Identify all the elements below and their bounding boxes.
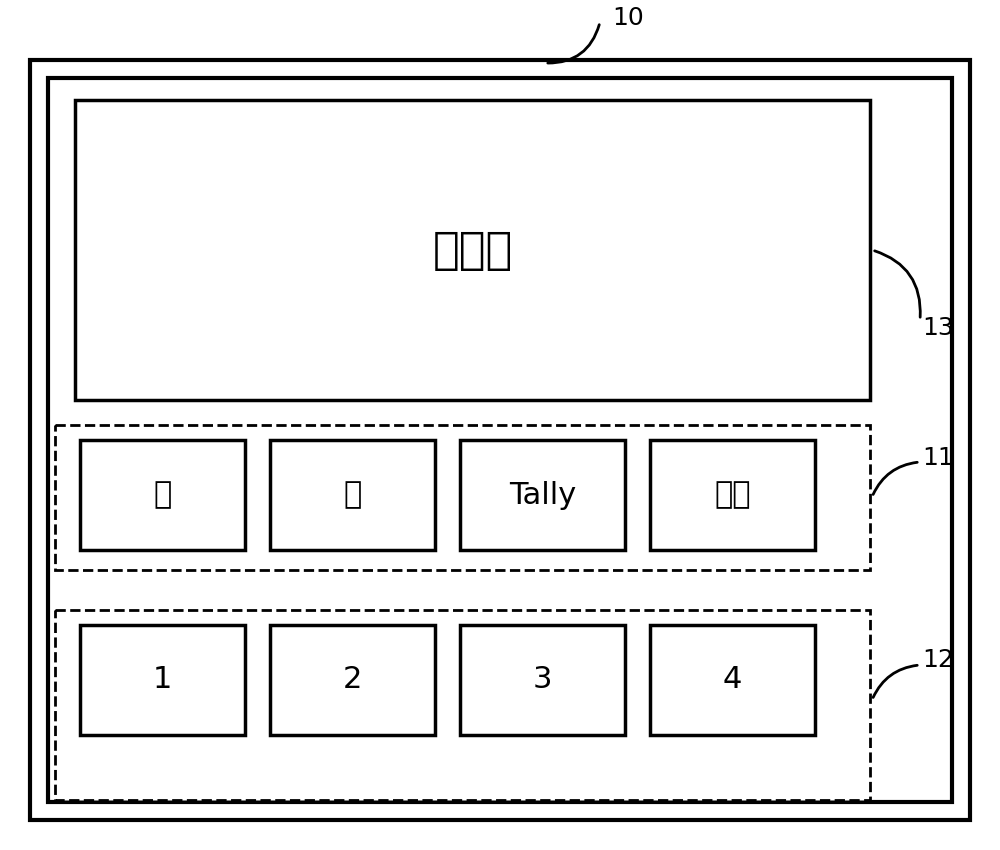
- Text: 显示器: 显示器: [432, 229, 513, 271]
- Text: 13: 13: [922, 316, 954, 340]
- Bar: [30, 60, 970, 820]
- Bar: [48, 78, 952, 802]
- Bar: [80, 440, 245, 550]
- Bar: [270, 625, 435, 735]
- Bar: [75, 100, 870, 400]
- Bar: [270, 440, 435, 550]
- Text: 3: 3: [533, 666, 552, 694]
- Text: 10: 10: [612, 6, 644, 30]
- Text: 听: 听: [153, 480, 172, 509]
- Text: 4: 4: [723, 666, 742, 694]
- Text: 12: 12: [922, 648, 954, 672]
- Bar: [460, 440, 625, 550]
- Text: Tally: Tally: [509, 480, 576, 509]
- Text: 说: 说: [343, 480, 362, 509]
- Bar: [460, 625, 625, 735]
- Text: 1: 1: [153, 666, 172, 694]
- Text: 11: 11: [922, 446, 954, 470]
- Text: 2: 2: [343, 666, 362, 694]
- Bar: [55, 610, 870, 800]
- Bar: [650, 625, 815, 735]
- Text: 确认: 确认: [714, 480, 751, 509]
- Bar: [650, 440, 815, 550]
- Bar: [80, 625, 245, 735]
- Bar: [55, 425, 870, 570]
